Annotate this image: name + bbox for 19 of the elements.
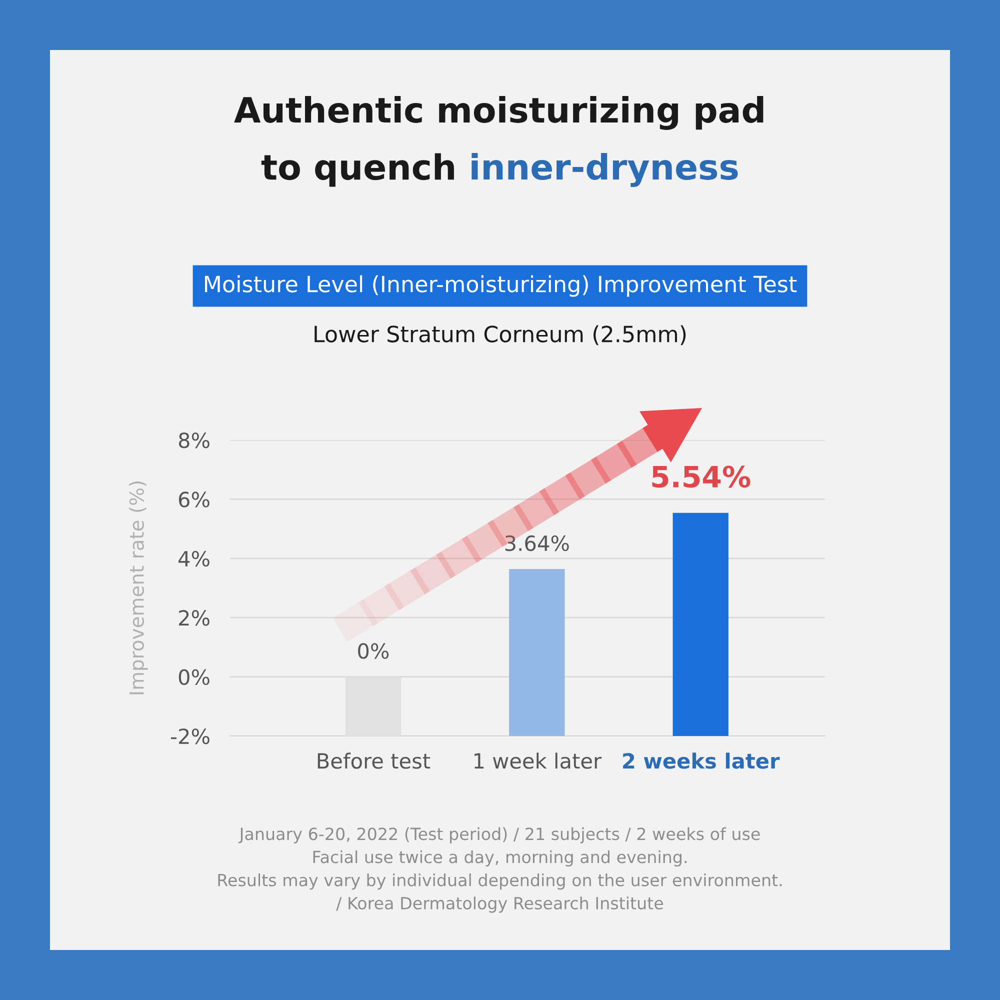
text: January 6-20, 2022 (Test period) / 21 subjects / 2 weeks of use Facial use twice a day, morning and evening. Results may vary by individual depending on the user environment. / Korea Dermatology Research Institute bbox=[218, 827, 782, 913]
text: Lower Stratum Corneum (2.5mm) bbox=[314, 325, 686, 346]
data-label: 3.64% bbox=[505, 535, 569, 552]
data-label: 5.54% bbox=[652, 466, 750, 488]
x-tick-label: Before test bbox=[318, 752, 430, 769]
x-tick-label: 1 week later bbox=[474, 752, 602, 769]
x-tick-label: 2 weeks later bbox=[623, 752, 780, 769]
chart-subtitle: Moisture Level (Inner-moisturizing) Improvement Test bbox=[204, 275, 797, 297]
y-axis-title: Improvement rate (%) bbox=[128, 482, 148, 694]
y-tick-label: 0% bbox=[178, 669, 210, 686]
y-tick-label: 6% bbox=[178, 492, 210, 508]
y-tick-label: 2% bbox=[179, 610, 210, 626]
bar bbox=[672, 512, 728, 736]
data-label: 0% bbox=[358, 643, 389, 659]
y-tick-label: 4% bbox=[178, 550, 210, 567]
chart-title: Authentic moisturizing pad to quench inner-dryness bbox=[234, 96, 764, 187]
y-tick-label: 8% bbox=[178, 432, 210, 448]
y-tick-label: -2% bbox=[171, 728, 210, 744]
bar bbox=[509, 569, 565, 736]
